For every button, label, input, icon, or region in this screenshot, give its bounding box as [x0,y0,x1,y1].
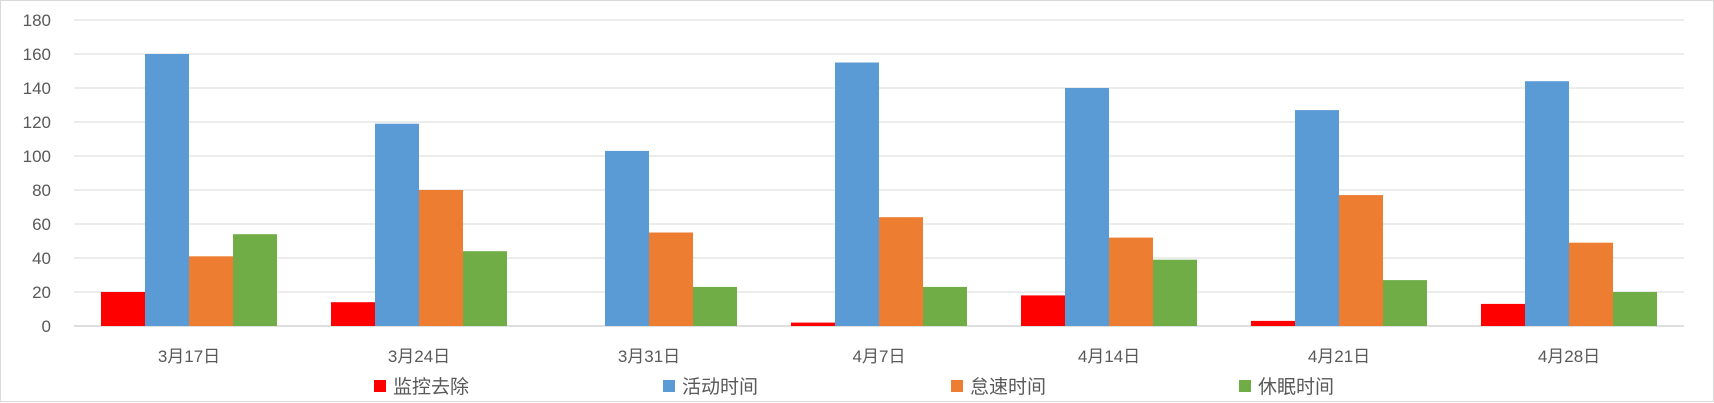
bar-3-7 [1569,242,1613,326]
x-axis-ticks: 3月17日 3月24日 3月31日 4月7日 4月14日 4月21日 4月28日 [158,347,1600,366]
x-tick-label: 4月21日 [1308,347,1370,366]
legend-swatch-3 [951,380,963,392]
bar-2-1 [145,54,189,326]
bar-1-5 [1021,295,1065,326]
y-tick-label: 160 [23,45,51,64]
legend-label-1: 监控去除 [393,376,469,398]
bar-2-7 [1525,81,1569,326]
legend-swatch-2 [663,380,675,392]
y-tick-label: 0 [42,317,51,336]
bar-1-6 [1251,320,1295,326]
x-tick-label: 3月17日 [158,347,220,366]
bar-3-5 [1109,237,1153,326]
y-tick-label: 80 [32,181,51,200]
legend: 监控去除 活动时间 怠速时间 休眠时间 [374,376,1334,398]
bar-2-3 [605,150,649,326]
x-tick-label: 3月24日 [388,347,450,366]
x-tick-label: 4月7日 [853,347,906,366]
y-tick-label: 100 [23,147,51,166]
y-tick-label: 40 [32,249,51,268]
bar-3-1 [189,256,233,326]
bar-4-5 [1153,259,1197,326]
y-tick-label: 20 [32,283,51,302]
bar-2-5 [1065,88,1109,326]
bar-4-6 [1383,280,1427,326]
bar-4-4 [923,286,967,326]
bar-4-3 [693,286,737,326]
legend-label-3: 怠速时间 [970,376,1046,398]
bar-4-1 [233,234,277,326]
bar-2-6 [1295,110,1339,326]
x-tick-label: 3月31日 [618,347,680,366]
legend-swatch-4 [1239,380,1251,392]
bar-1-1 [101,292,145,326]
bar-3-4 [879,217,923,326]
bar-3-3 [649,232,693,326]
y-tick-label: 60 [32,215,51,234]
y-tick-label: 180 [23,11,51,30]
y-tick-label: 120 [23,113,51,132]
bar-1-2 [331,302,375,326]
bar-4-2 [463,251,507,326]
x-tick-label: 4月28日 [1538,347,1600,366]
bar-3-2 [419,190,463,326]
y-tick-label: 140 [23,79,51,98]
bar-2-4 [835,62,879,326]
bar-3-6 [1339,195,1383,326]
bar-1-4 [791,322,835,326]
y-axis-ticks: 0 20 40 60 80 100 120 140 160 180 [23,11,51,336]
legend-label-4: 休眠时间 [1258,376,1334,398]
bars [101,54,1657,326]
legend-swatch-1 [374,380,386,392]
bar-4-7 [1613,292,1657,326]
bar-2-2 [375,123,419,326]
x-tick-label: 4月14日 [1078,347,1140,366]
legend-label-2: 活动时间 [682,376,758,398]
bar-1-7 [1481,303,1525,326]
